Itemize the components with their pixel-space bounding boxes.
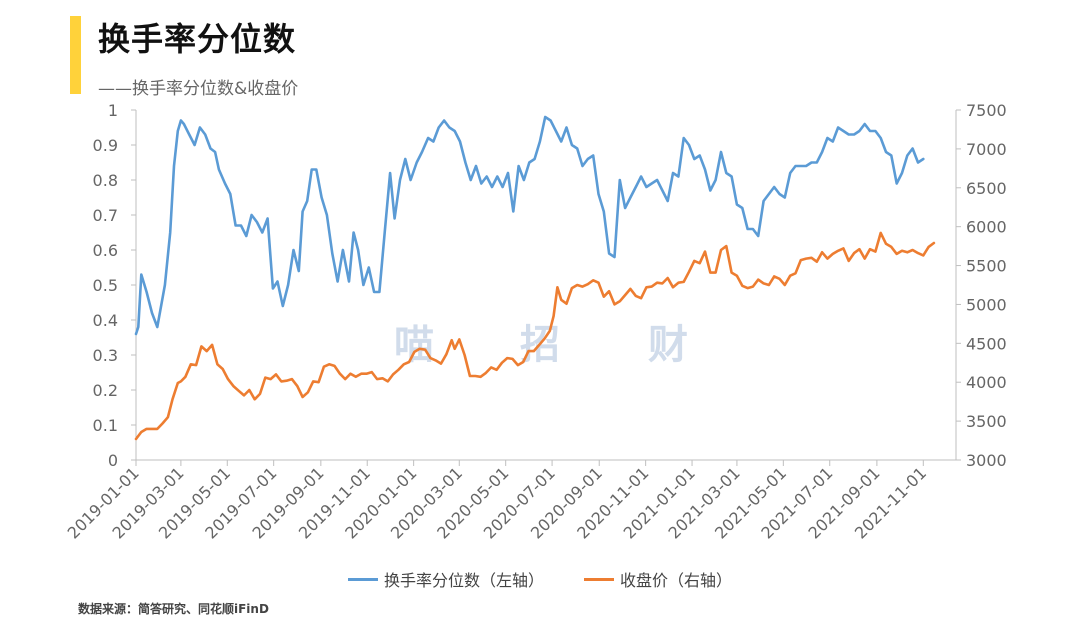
y-right-tick-label: 5500 bbox=[966, 257, 1007, 276]
y-right-tick-label: 3000 bbox=[966, 451, 1007, 470]
y-left-tick-label: 0 bbox=[108, 451, 118, 470]
y-left-tick-label: 0.2 bbox=[93, 381, 118, 400]
data-source-note: 数据来源：简答研究、同花顺iFinD bbox=[78, 602, 269, 616]
legend-label-right: 收盘价（右轴） bbox=[620, 571, 733, 590]
watermark-char: 喵 bbox=[394, 322, 434, 368]
chart-legend: 换手率分位数（左轴） 收盘价（右轴） bbox=[0, 567, 1080, 591]
y-right-tick-label: 7500 bbox=[966, 101, 1007, 120]
y-left-tick-label: 1 bbox=[108, 101, 118, 120]
y-right-tick-label: 3500 bbox=[966, 412, 1007, 431]
series-line-close-price bbox=[134, 231, 936, 441]
legend-swatch-left bbox=[347, 577, 378, 581]
legend-label-left: 换手率分位数（左轴） bbox=[383, 571, 544, 590]
y-left-tick-label: 0.8 bbox=[93, 171, 118, 190]
y-right-tick-label: 7000 bbox=[966, 140, 1007, 159]
y-right-tick-label: 5000 bbox=[966, 295, 1007, 314]
watermark-char: 财 bbox=[648, 322, 688, 368]
series-line-turnover-quantile bbox=[134, 115, 925, 336]
page-title: 换手率分位数 bbox=[98, 20, 297, 58]
y-right-tick-label: 6000 bbox=[966, 218, 1007, 237]
y-right-tick-label: 6500 bbox=[966, 179, 1007, 198]
y-right-tick-label: 4000 bbox=[966, 373, 1007, 392]
legend-swatch-right bbox=[584, 577, 614, 581]
page-subtitle: ——换手率分位数&收盘价 bbox=[98, 79, 299, 99]
y-left-tick-label: 0.6 bbox=[93, 241, 118, 260]
legend-item-left[interactable]: 换手率分位数（左轴） bbox=[347, 567, 544, 591]
y-left-tick-label: 0.5 bbox=[93, 276, 118, 295]
y-left-tick-label: 0.9 bbox=[93, 136, 118, 155]
y-right-tick-label: 4500 bbox=[966, 334, 1007, 353]
legend-item-right[interactable]: 收盘价（右轴） bbox=[584, 567, 732, 591]
y-left-tick-label: 0.7 bbox=[93, 206, 118, 225]
y-left-tick-label: 0.4 bbox=[93, 311, 118, 330]
title-accent-bar bbox=[70, 16, 81, 94]
y-left-tick-label: 0.3 bbox=[93, 346, 118, 365]
y-left-tick-label: 0.1 bbox=[93, 416, 118, 435]
